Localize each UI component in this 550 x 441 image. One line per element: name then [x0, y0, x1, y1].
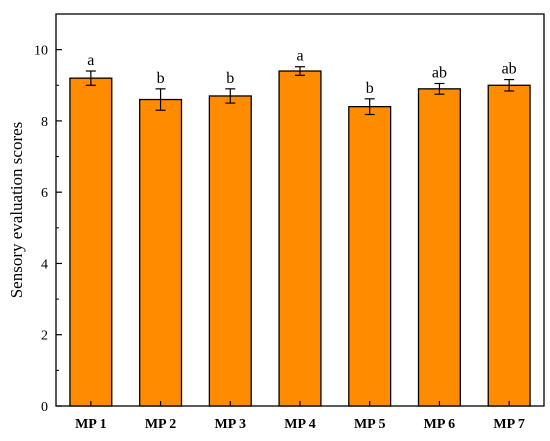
bar — [208, 95, 252, 407]
significance-label: ab — [502, 61, 517, 78]
x-tick-label: MP 4 — [284, 417, 316, 432]
y-axis: 0 2 4 6 8 10 — [34, 44, 62, 415]
significance-label: a — [296, 48, 303, 65]
bar — [348, 106, 392, 407]
significance-label: b — [226, 70, 234, 87]
bar — [417, 88, 461, 407]
x-tick-label: MP 6 — [424, 417, 456, 432]
y-tick-label: 2 — [41, 329, 48, 344]
bar — [139, 98, 183, 407]
bar — [278, 70, 322, 407]
y-tick-label: 6 — [41, 186, 48, 201]
x-tick-label: MP 5 — [354, 417, 386, 432]
bar — [487, 84, 531, 407]
x-tick-label: MP 3 — [215, 417, 247, 432]
y-tick-label: 10 — [34, 44, 48, 59]
significance-label: b — [366, 80, 374, 97]
significance-label: ab — [432, 64, 447, 81]
x-axis: MP 1 MP 2 MP 3 MP 4 MP 5 MP 6 MP 7 — [75, 401, 525, 432]
significance-label: a — [87, 52, 94, 69]
x-tick-label: MP 2 — [145, 417, 177, 432]
significance-label: b — [157, 70, 165, 87]
y-tick-label: 4 — [41, 257, 48, 272]
y-tick-label: 8 — [41, 115, 48, 130]
bar — [69, 77, 113, 407]
y-tick-label: 0 — [41, 400, 48, 415]
y-axis-title: Sensory evaluation scores — [7, 122, 26, 299]
x-tick-label: MP 7 — [493, 417, 525, 432]
x-tick-label: MP 1 — [75, 417, 107, 432]
